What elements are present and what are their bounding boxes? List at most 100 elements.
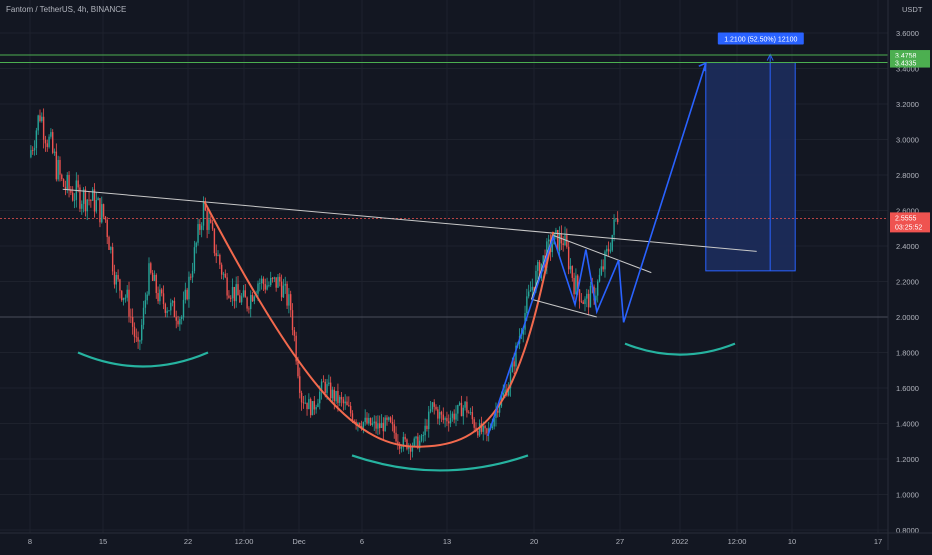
candle-body [413, 438, 415, 447]
candle-body [161, 289, 163, 294]
candle-body [35, 130, 38, 149]
x-tick-label: Dec [292, 537, 306, 546]
candle-body [199, 224, 201, 230]
y-tick-label: 1.8000 [896, 349, 919, 358]
candle-body [597, 281, 599, 296]
candle-body [462, 407, 464, 417]
candle-body [598, 274, 601, 282]
candle-body [606, 248, 608, 252]
candle-body [211, 222, 214, 229]
y-tick-label: 2.4000 [896, 242, 919, 251]
candle-body [491, 426, 494, 428]
candle-body [66, 174, 68, 190]
y-unit-label: USDT [902, 5, 923, 14]
candle-body [397, 441, 399, 444]
candle-body [422, 435, 425, 436]
x-tick-label: 6 [360, 537, 364, 546]
candle-body [482, 425, 484, 432]
candle-body [515, 345, 517, 367]
candle-body [68, 174, 70, 190]
candle-body [288, 294, 290, 306]
x-tick-label: 12:00 [235, 537, 254, 546]
candle-body [137, 337, 139, 342]
candle-body [204, 200, 207, 211]
candle-body [457, 405, 459, 414]
candle-body [113, 271, 116, 285]
candle-body [571, 266, 573, 278]
candle-body [197, 224, 199, 243]
candle-body [148, 263, 150, 295]
candle-body [527, 291, 530, 297]
candle-body [39, 115, 41, 122]
candle-body [380, 422, 383, 428]
drawings [62, 61, 757, 472]
candle-body [280, 281, 283, 298]
candle-body [613, 219, 615, 235]
candle-body [124, 297, 127, 299]
candle-body [324, 381, 326, 393]
candle-body [302, 402, 305, 404]
candle-body [473, 419, 475, 428]
candle-body [529, 290, 532, 292]
candle-body [604, 251, 606, 270]
candle-body [226, 277, 228, 296]
candle-body [368, 417, 370, 424]
candle-body [208, 219, 210, 230]
candle-body [159, 289, 161, 302]
candle-body [220, 264, 223, 275]
candle-body [357, 422, 359, 426]
candle-body [104, 216, 107, 220]
candle-body [177, 320, 179, 325]
candle-body [317, 403, 319, 408]
candle-body [444, 418, 446, 420]
candle-body [311, 401, 314, 416]
candle-body [119, 279, 121, 291]
candle-body [191, 271, 194, 278]
right-shoulder-arc [624, 342, 736, 356]
candle-body [502, 392, 504, 397]
candle-body [153, 274, 156, 281]
candle-body [420, 435, 423, 441]
candle-body [59, 159, 61, 175]
candle-body [182, 299, 185, 318]
candle-body [555, 230, 557, 233]
wedge-lower [531, 298, 597, 318]
candle-body [418, 440, 421, 449]
candle-body [404, 436, 406, 440]
candle-body [431, 402, 434, 410]
wedge-upper [553, 234, 652, 274]
candle-body [433, 402, 435, 407]
candle-body [320, 381, 323, 392]
candle-body [117, 275, 119, 280]
candle-body [190, 276, 192, 278]
candle-body [184, 289, 187, 300]
x-tick-label: 22 [184, 537, 192, 546]
candle-body [61, 174, 63, 180]
candle-body [398, 443, 401, 449]
candle-body [584, 298, 586, 305]
candle-body [210, 219, 212, 223]
candle-body [131, 317, 134, 327]
candle-body [384, 417, 386, 432]
candle-body [466, 401, 468, 413]
candle-body [175, 317, 177, 321]
candle-body [315, 407, 317, 410]
candle-body [448, 421, 450, 424]
y-tick-label: 1.4000 [896, 420, 919, 429]
candle-body [102, 204, 105, 217]
candle-body [32, 150, 34, 151]
level-tag-bg [890, 50, 930, 61]
candle-body [375, 421, 377, 429]
candle-body [333, 389, 335, 402]
candle-body [578, 289, 581, 302]
candle-body [446, 418, 448, 422]
candle-body [402, 436, 405, 448]
candle-body [513, 361, 515, 367]
x-tick-label: 27 [616, 537, 624, 546]
candle-body [389, 417, 392, 422]
candle-body [144, 300, 147, 308]
candle-body [337, 390, 339, 403]
